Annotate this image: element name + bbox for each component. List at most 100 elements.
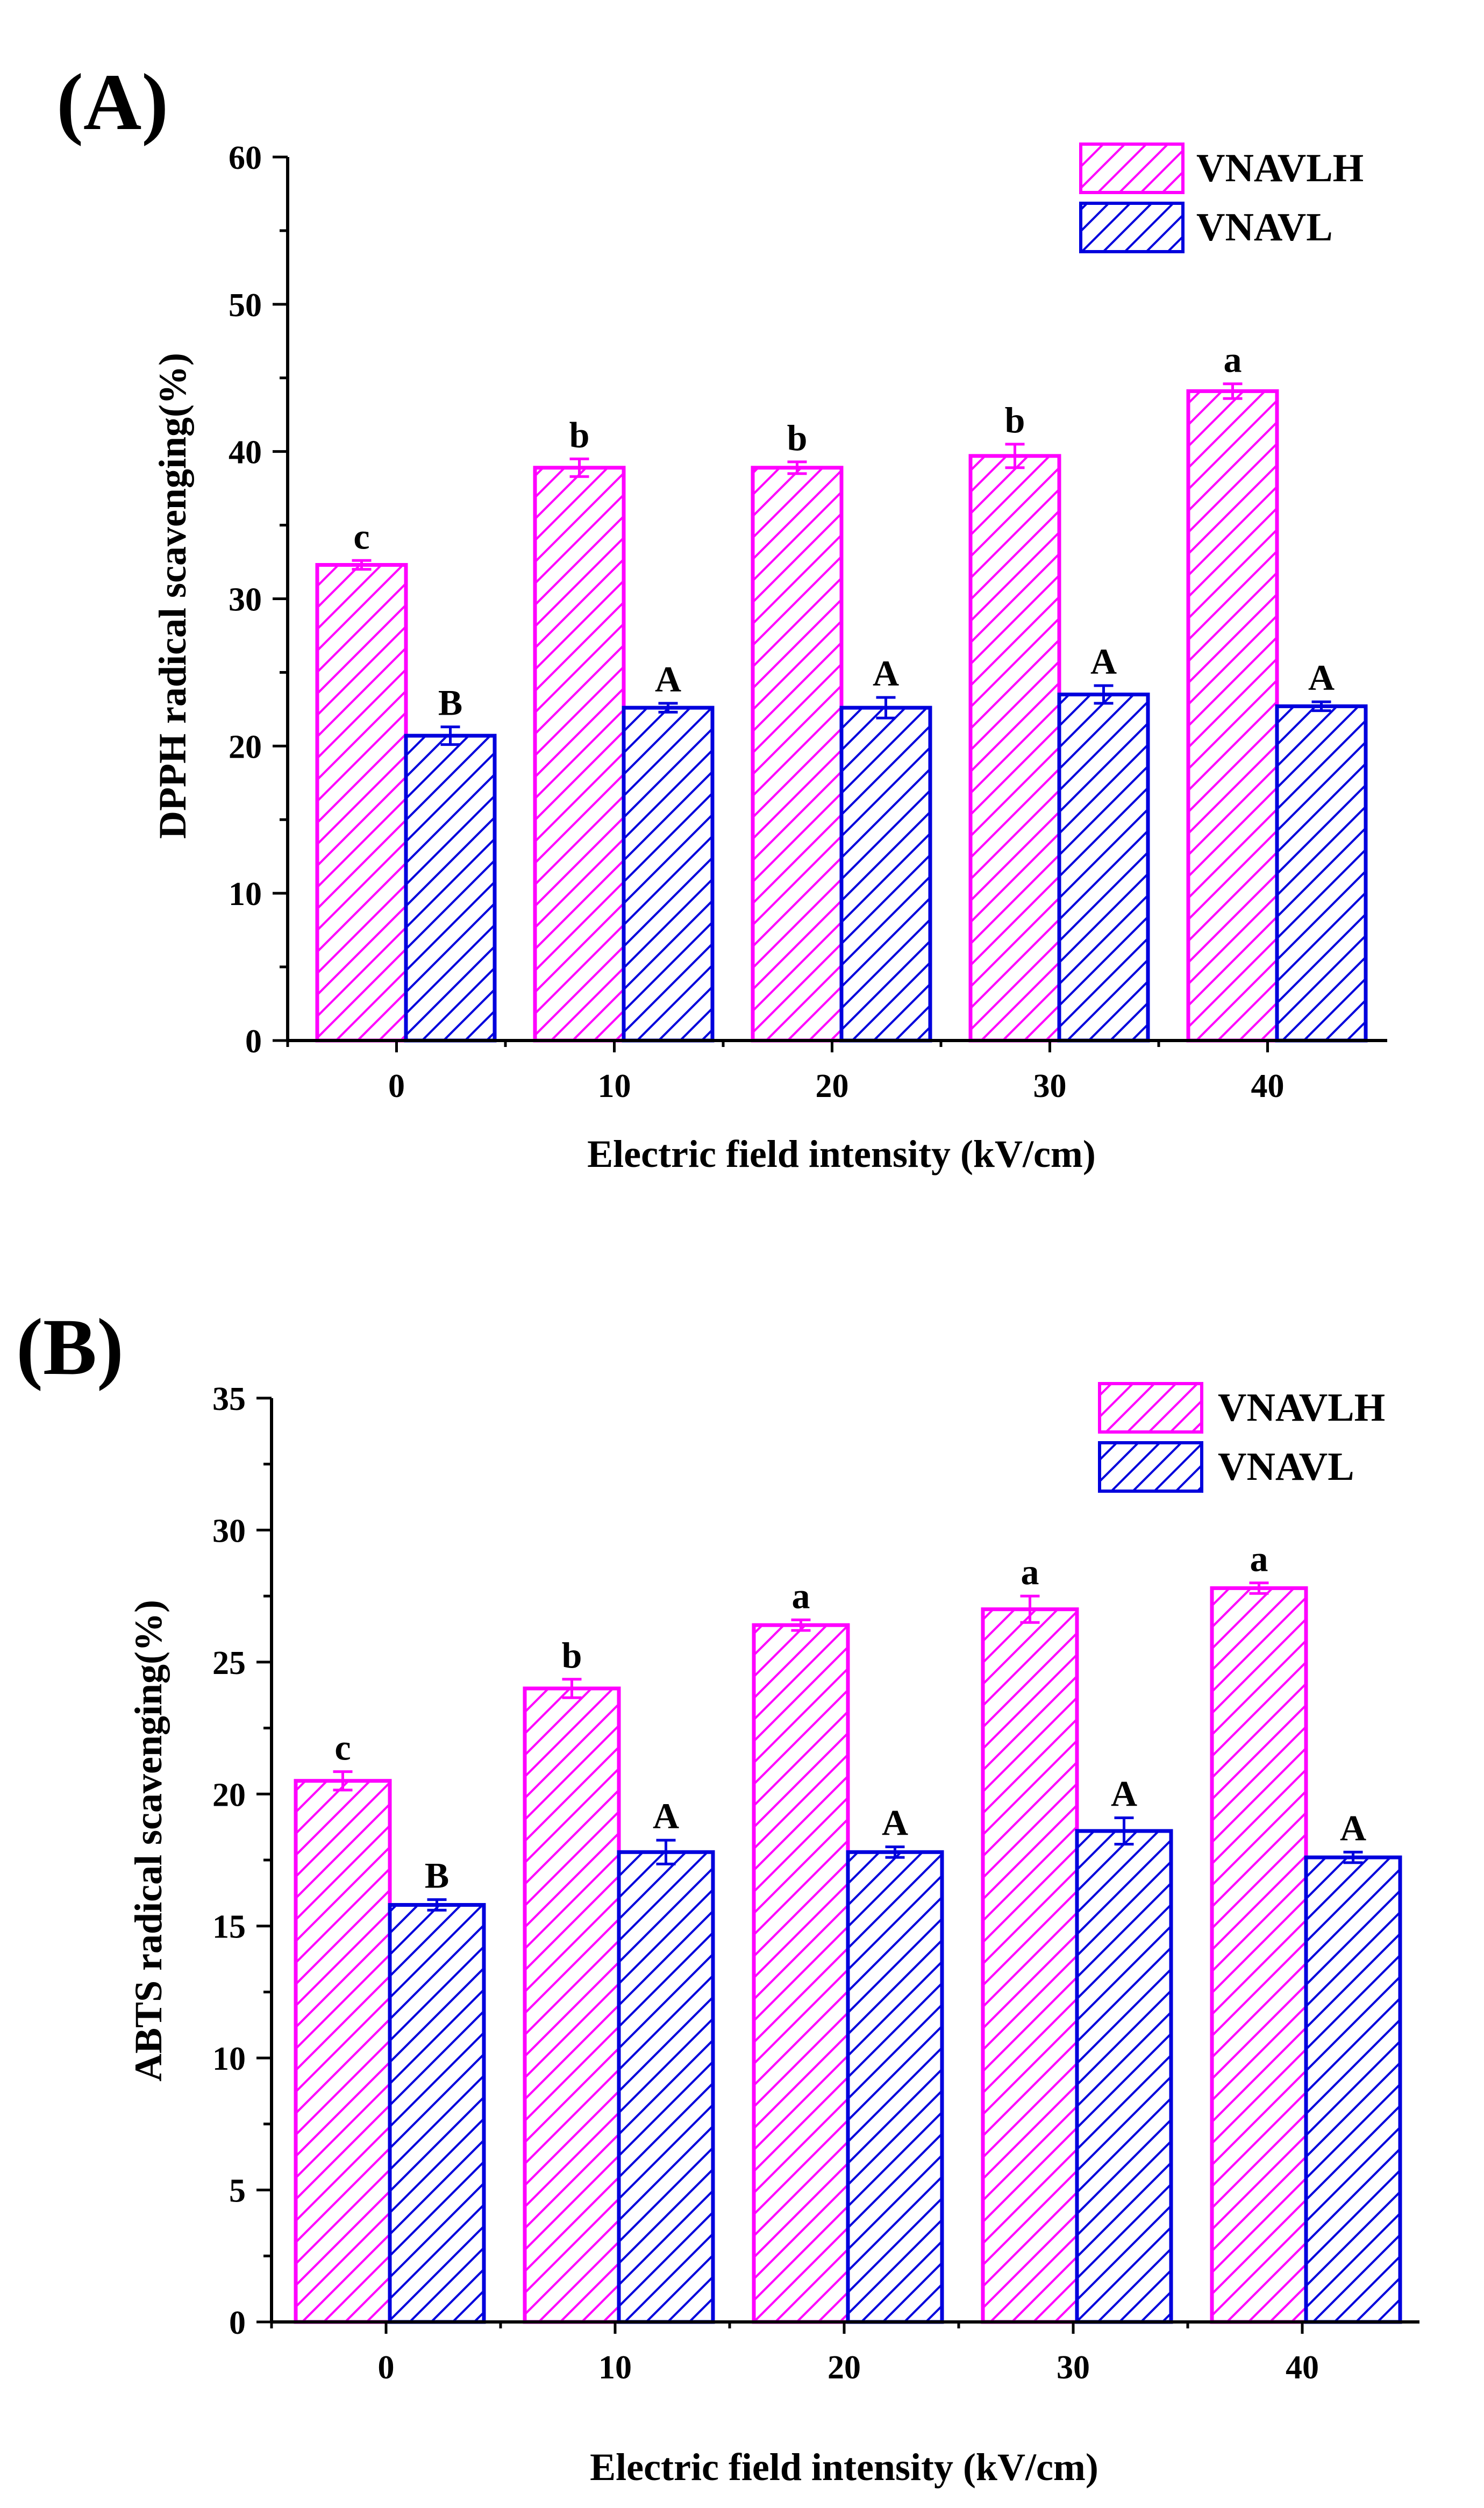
legend-swatch-vnavlh — [1098, 1382, 1203, 1434]
bar-vnavlh-30 — [981, 1607, 1079, 2324]
error-bar-vnavl-0 — [440, 725, 460, 746]
x-tick-label: 30 — [1057, 2349, 1090, 2386]
significance-label-vnavl-30: A — [1111, 1773, 1137, 1814]
bar-vnavlh-10 — [533, 466, 626, 1043]
x-tick-label: 10 — [598, 1068, 631, 1105]
panel-a-x-axis-title: Electric field intensity (kV/cm) — [587, 1132, 1096, 1175]
x-tick-label: 30 — [1033, 1068, 1067, 1105]
significance-label-vnavlh-0: c — [353, 516, 369, 557]
error-bar-vnavl-20 — [885, 1845, 905, 1859]
y-tick-label: 30 — [212, 1513, 246, 1549]
significance-label-vnavlh-0: c — [334, 1727, 351, 1768]
significance-label-vnavlh-10: b — [569, 414, 590, 455]
error-bar-vnavlh-20 — [791, 1618, 811, 1632]
y-tick-label: 25 — [212, 1645, 246, 1682]
error-bar-vnavlh-20 — [787, 460, 807, 475]
y-tick-label: 20 — [212, 1777, 246, 1813]
significance-label-vnavl-0: B — [425, 1855, 449, 1896]
panel-b-label: (B) — [16, 1302, 124, 1392]
bar-vnavlh-20 — [751, 466, 844, 1043]
panel-a-y-axis-title: DPPH radical scavenging(%) — [151, 353, 194, 839]
significance-label-vnavl-20: A — [882, 1802, 908, 1843]
y-tick-label: 50 — [229, 287, 262, 324]
legend-label-vnavl: VNAVL — [1196, 205, 1333, 250]
error-bar-vnavl-40 — [1343, 1850, 1363, 1864]
bar-vnavl-10 — [617, 1850, 715, 2324]
error-bar-vnavl-30 — [1094, 684, 1114, 705]
legend-label-vnavlh: VNAVLH — [1196, 146, 1364, 190]
panel-a-plot: c B 0 b A 10 b A 20 b A 30 a A 40 0 10 20 30 40 50 60 — [229, 140, 1387, 1105]
y-tick-label: 30 — [229, 582, 262, 618]
significance-label-vnavl-10: A — [655, 659, 681, 700]
y-tick-label: 0 — [229, 2305, 246, 2341]
significance-label-vnavlh-40: a — [1224, 339, 1242, 380]
bar-vnavl-0 — [388, 1903, 486, 2324]
panel-b-x-axis-title: Electric field intensity (kV/cm) — [590, 2446, 1098, 2489]
bar-vnavlh-30 — [968, 454, 1061, 1043]
significance-label-vnavlh-20: b — [787, 417, 808, 458]
x-tick-label: 0 — [388, 1068, 405, 1105]
error-bar-vnavl-30 — [1114, 1816, 1134, 1846]
error-bar-vnavlh-10 — [569, 457, 589, 478]
bar-vnavlh-10 — [523, 1686, 621, 2324]
panel-b-legend: VNAVLH VNAVL — [1098, 1382, 1385, 1493]
bar-vnavl-40 — [1275, 704, 1368, 1043]
bar-vnavlh-40 — [1186, 389, 1279, 1043]
x-tick-label: 20 — [827, 2349, 861, 2386]
y-tick-label: 5 — [229, 2173, 246, 2210]
panel-a-legend: VNAVLH VNAVL — [1079, 142, 1364, 253]
x-tick-label: 0 — [378, 2349, 395, 2386]
significance-label-vnavl-10: A — [653, 1796, 679, 1836]
bar-vnavl-20 — [846, 1850, 944, 2324]
significance-label-vnavl-20: A — [873, 653, 899, 694]
bar-vnavlh-20 — [752, 1623, 850, 2324]
significance-label-vnavlh-30: b — [1005, 400, 1025, 440]
significance-label-vnavlh-10: b — [562, 1635, 582, 1676]
error-bar-vnavl-0 — [427, 1898, 447, 1912]
y-tick-label: 40 — [229, 434, 262, 471]
y-tick-label: 60 — [229, 140, 262, 176]
panel-a-label: (A) — [56, 58, 168, 147]
legend-swatch-vnavl — [1079, 202, 1185, 253]
legend-label-vnavlh: VNAVLH — [1218, 1386, 1385, 1430]
bar-vnavl-30 — [1057, 692, 1150, 1043]
panel-a: (A) c B 0 b A 10 b A 20 b A 30 a A 40 0 10 20 30 40 50 60 DPP… — [56, 58, 1387, 1175]
error-bar-vnavlh-10 — [562, 1678, 582, 1699]
panel-b-plot: c B 0 b A 10 a A 20 a A 30 a A 40 0 5 10 15 20 25 30 35 — [212, 1381, 1419, 2386]
bar-vnavl-20 — [839, 706, 932, 1043]
error-bar-vnavl-20 — [876, 696, 896, 719]
significance-label-vnavl-30: A — [1090, 641, 1117, 682]
y-tick-label: 20 — [229, 729, 262, 765]
error-bar-vnavlh-40 — [1249, 1581, 1269, 1595]
x-tick-label: 40 — [1251, 1068, 1285, 1105]
error-bar-vnavlh-40 — [1223, 382, 1243, 400]
x-tick-label: 20 — [816, 1068, 849, 1105]
significance-label-vnavlh-40: a — [1250, 1538, 1268, 1579]
y-tick-label: 10 — [229, 876, 262, 913]
significance-label-vnavl-40: A — [1308, 657, 1335, 698]
y-tick-label: 0 — [245, 1023, 262, 1060]
bar-vnavl-10 — [622, 706, 715, 1043]
y-tick-label: 15 — [212, 1909, 246, 1946]
legend-label-vnavl: VNAVL — [1218, 1445, 1354, 1489]
legend-swatch-vnavlh — [1079, 142, 1185, 194]
panel-b-y-axis-title: ABTS radical scavenging(%) — [127, 1600, 170, 2082]
y-tick-label: 10 — [212, 2041, 246, 2077]
error-bar-vnavlh-0 — [333, 1770, 353, 1792]
x-tick-label: 10 — [598, 2349, 632, 2386]
bar-vnavlh-40 — [1210, 1586, 1308, 2324]
x-tick-label: 40 — [1286, 2349, 1319, 2386]
bar-vnavlh-0 — [315, 563, 408, 1043]
error-bar-vnavlh-30 — [1020, 1594, 1040, 1624]
significance-label-vnavl-0: B — [438, 682, 462, 723]
error-bar-vnavlh-0 — [352, 559, 372, 571]
significance-label-vnavl-40: A — [1340, 1807, 1366, 1848]
bar-vnavl-40 — [1304, 1855, 1402, 2324]
bar-vnavl-30 — [1075, 1829, 1173, 2324]
error-bar-vnavl-10 — [656, 1839, 676, 1865]
error-bar-vnavl-40 — [1311, 700, 1331, 712]
y-tick-label: 35 — [212, 1381, 246, 1417]
significance-label-vnavlh-20: a — [792, 1575, 810, 1616]
panel-b: (B) c B 0 b A 10 a A 20 a A 30 a A 40 0 5 10 15 20 25 30 35 AB… — [16, 1302, 1419, 2489]
